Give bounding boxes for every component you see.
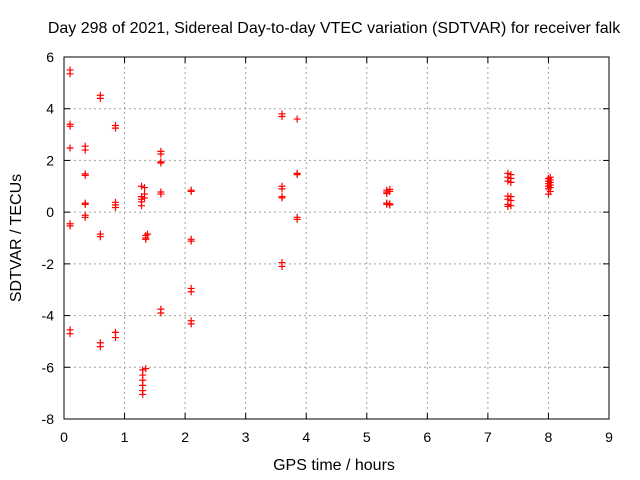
data-point (81, 200, 89, 208)
data-point (111, 124, 119, 132)
x-tick-label: 5 (363, 429, 371, 445)
data-point (157, 190, 165, 198)
data-point (546, 187, 554, 195)
y-tick-label: -6 (42, 359, 55, 375)
y-tick-label: 0 (46, 204, 54, 220)
grid-lines (64, 57, 609, 419)
x-tick-label: 0 (60, 429, 68, 445)
data-point (278, 262, 286, 270)
data-point (142, 235, 150, 243)
data-point (111, 334, 119, 342)
data-point (144, 230, 152, 238)
data-point (507, 178, 515, 186)
y-tick-label: 6 (46, 49, 54, 65)
data-point (157, 150, 165, 158)
data-point (66, 222, 74, 230)
x-tick-label: 3 (242, 429, 250, 445)
data-point (66, 122, 74, 130)
data-point (504, 202, 512, 210)
data-point (278, 185, 286, 193)
chart-title: Day 298 of 2021, Sidereal Day-to-day VTE… (48, 20, 621, 37)
x-tick-label: 6 (423, 429, 431, 445)
data-point (111, 203, 119, 211)
y-tick-label: 4 (46, 101, 54, 117)
data-point (142, 365, 150, 373)
data-point (81, 171, 89, 179)
data-point (278, 112, 286, 120)
data-point (141, 194, 149, 202)
data-point (157, 159, 165, 167)
y-tick-label: -8 (42, 411, 55, 427)
data-points (66, 66, 554, 398)
data-point (293, 115, 301, 123)
data-point (278, 194, 286, 202)
x-tick-label: 9 (605, 429, 613, 445)
data-point (187, 187, 195, 195)
data-point (187, 237, 195, 245)
data-point (66, 70, 74, 78)
data-point (386, 187, 394, 195)
x-tick-label: 1 (121, 429, 129, 445)
tick-labels: 0 1 2 3 4 5 6 7 8 9 -8 -6 -4 -2 0 2 4 6 (42, 49, 614, 445)
data-point (157, 309, 165, 317)
data-point (139, 390, 147, 398)
y-tick-label: -2 (42, 256, 55, 272)
data-point (81, 146, 89, 154)
data-point (187, 288, 195, 296)
data-point (138, 202, 146, 210)
data-point (507, 202, 515, 210)
data-point (81, 213, 89, 221)
data-point (96, 94, 104, 102)
x-tick-label: 2 (181, 429, 189, 445)
data-point (66, 330, 74, 338)
data-point (187, 320, 195, 328)
x-tick-label: 8 (545, 429, 553, 445)
y-axis-label: SDTVAR / TECUs (8, 174, 25, 302)
x-axis-label: GPS time / hours (273, 457, 395, 474)
plot-frame (63, 56, 610, 420)
data-point (66, 144, 74, 152)
y-tick-label: 2 (46, 152, 54, 168)
data-point (293, 171, 301, 179)
data-point (386, 201, 394, 209)
data-point (96, 343, 104, 351)
y-tick-label: -4 (42, 308, 55, 324)
data-point (141, 184, 149, 192)
x-tick-label: 4 (302, 429, 310, 445)
data-point (293, 215, 301, 223)
data-point (138, 182, 146, 190)
data-point (96, 233, 104, 241)
x-tick-label: 7 (484, 429, 492, 445)
